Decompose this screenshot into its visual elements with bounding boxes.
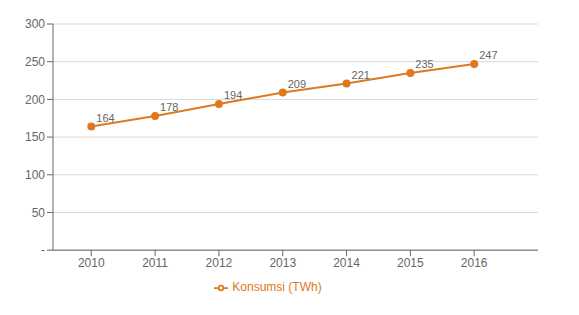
svg-text:209: 209 bbox=[288, 78, 306, 90]
svg-text:200: 200 bbox=[25, 93, 45, 107]
svg-text:194: 194 bbox=[224, 89, 242, 101]
html-text:Konsumsi (TWh): Konsumsi (TWh) bbox=[232, 280, 322, 295]
svg-text:2010: 2010 bbox=[78, 256, 105, 270]
svg-text:2011: 2011 bbox=[142, 256, 168, 270]
svg-text:-: - bbox=[41, 243, 45, 257]
svg-text:221: 221 bbox=[352, 69, 370, 81]
svg-text:164: 164 bbox=[96, 112, 114, 124]
svg-text:247: 247 bbox=[479, 49, 497, 61]
svg-text:2015: 2015 bbox=[397, 256, 424, 270]
svg-text:150: 150 bbox=[25, 130, 45, 144]
svg-text:235: 235 bbox=[415, 58, 433, 70]
svg-text:250: 250 bbox=[25, 55, 45, 69]
svg-text:178: 178 bbox=[160, 101, 178, 113]
svg-text:300: 300 bbox=[25, 17, 45, 31]
svg-text:2012: 2012 bbox=[206, 256, 233, 270]
svg-text:2014: 2014 bbox=[333, 256, 360, 270]
svg-text:2016: 2016 bbox=[461, 256, 488, 270]
svg-text:2013: 2013 bbox=[269, 256, 296, 270]
svg-text:100: 100 bbox=[25, 168, 45, 182]
svg-text:50: 50 bbox=[32, 206, 46, 220]
